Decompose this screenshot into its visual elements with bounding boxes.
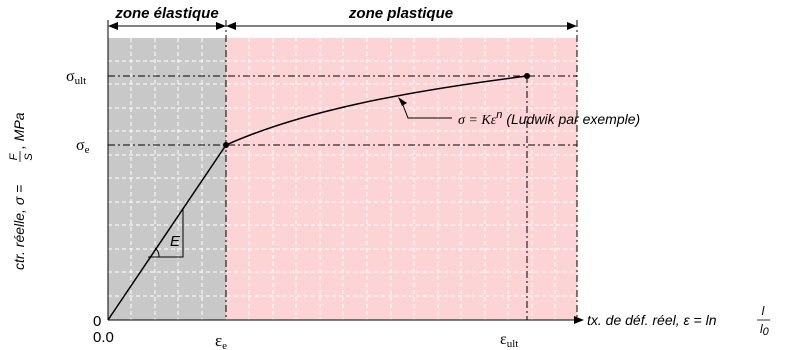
curve-annotation: σ = Kεn (Ludwik par exemple) <box>458 109 640 128</box>
svg-text:ctr. réelle, σ =: ctr. réelle, σ = <box>11 185 27 270</box>
svg-text:S: S <box>23 153 35 161</box>
ultimate-point <box>524 73 530 79</box>
x-frac-num: l <box>762 304 765 318</box>
yield-point <box>223 142 229 148</box>
plastic-zone-bg <box>226 38 577 320</box>
reference-lines <box>108 20 578 320</box>
x-frac-den: l0 <box>760 322 770 338</box>
elastic-zone-bg <box>108 38 226 320</box>
slope-angle-arc <box>154 247 160 258</box>
svg-text:F: F <box>8 152 20 160</box>
sigma-ult-label: σult <box>66 68 86 87</box>
zone-elastic-label: zone élastique <box>114 5 218 22</box>
sigma-e-label: σe <box>76 137 90 156</box>
epsilon-ult-label: εult <box>500 331 518 350</box>
curve-annotation-leader <box>400 99 452 119</box>
epsilon-e-label: εe <box>215 331 227 350</box>
y-axis-label: ctr. réelle, σ = F S , MPa <box>8 112 35 270</box>
zone-plastic-label: zone plastique <box>348 5 453 22</box>
leader-arrowhead <box>398 97 407 106</box>
elastic-line <box>107 144 227 321</box>
svg-text:, MPa: , MPa <box>11 112 27 149</box>
x-axis-label: tx. de déf. réel, ε = ln <box>587 312 717 328</box>
y-zero-label: 0 <box>93 313 101 330</box>
slope-triangle <box>148 208 184 258</box>
x-origin-label: 0.0 <box>93 329 114 346</box>
plastic-curve <box>225 75 528 146</box>
modulus-label: E <box>170 233 181 250</box>
